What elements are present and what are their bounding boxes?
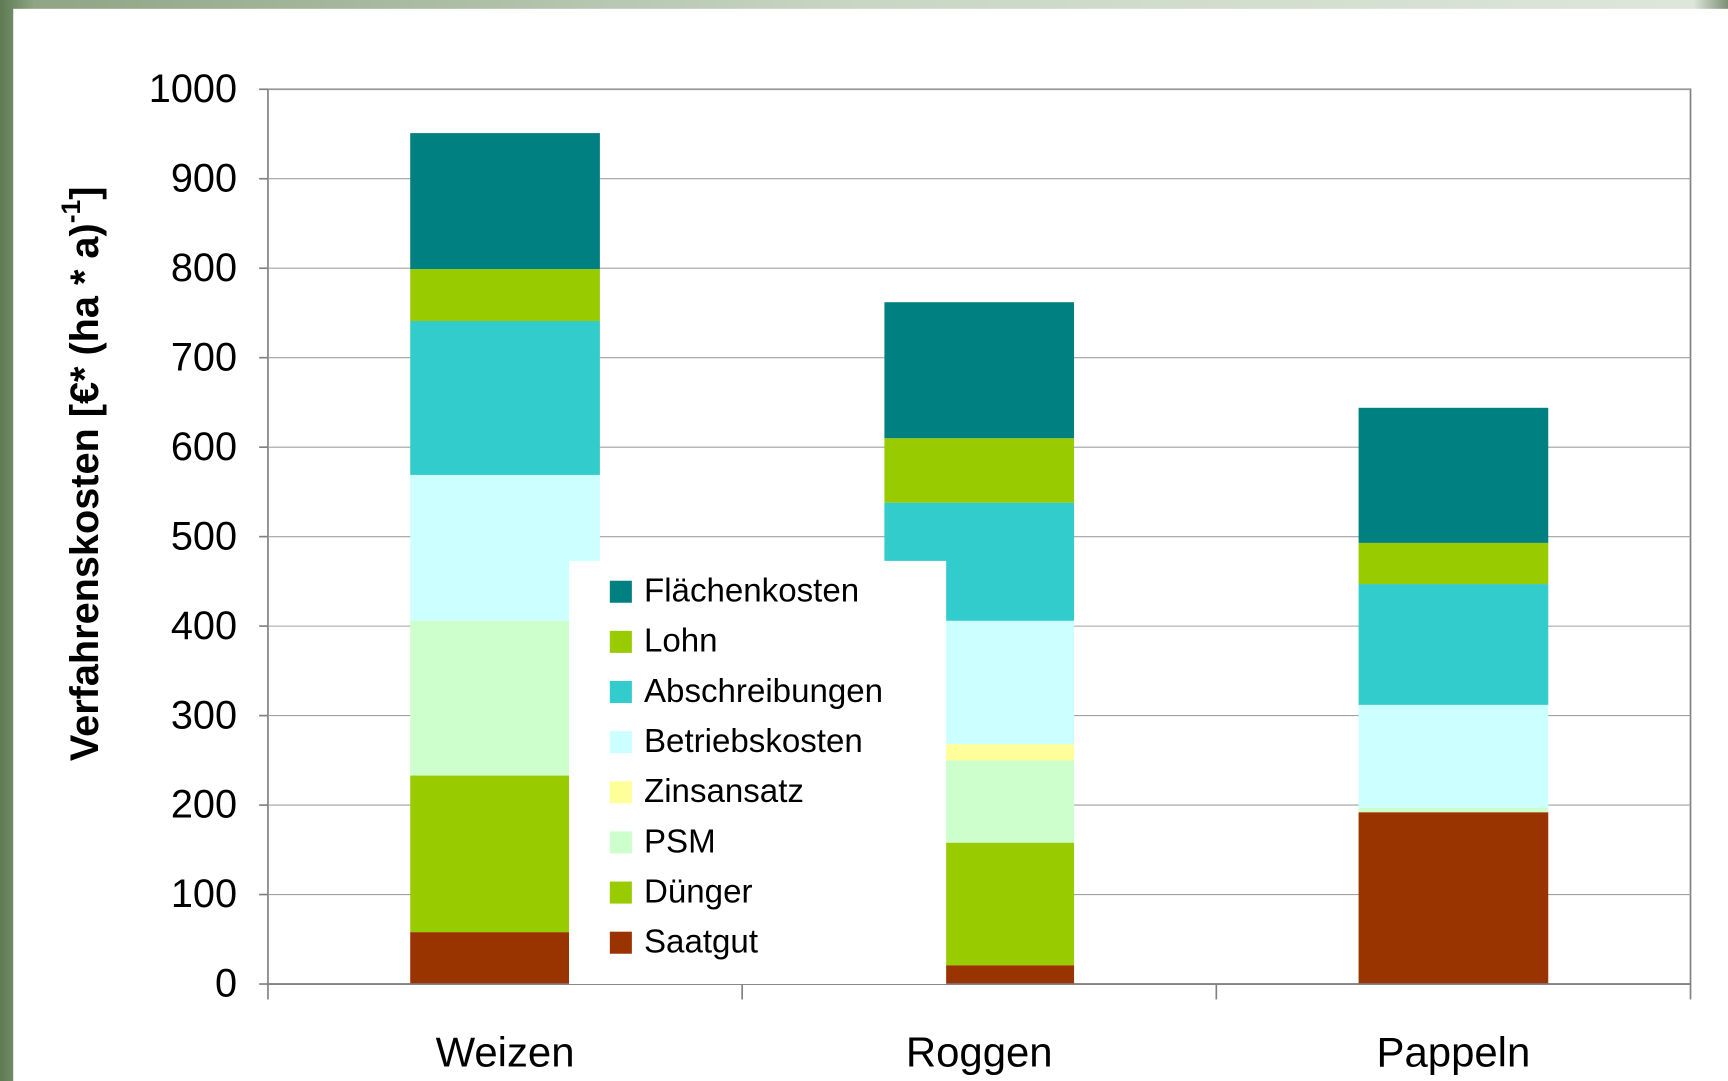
legend-label: PSM [644, 823, 716, 860]
bar-segment [884, 302, 1075, 439]
y-axis-label: Verfahrenskosten [€* (ha * a)-1] [56, 187, 108, 762]
y-tick-label: 0 [215, 962, 237, 1006]
bar-segment [410, 133, 600, 270]
y-tick-label: 600 [171, 425, 237, 469]
legend-swatch [609, 781, 632, 804]
y-label-end: ] [64, 187, 108, 200]
y-label-sup: -1 [56, 200, 86, 224]
bar-segment [410, 474, 600, 621]
y-label-main: Verfahrenskosten [€* (ha * a) [64, 223, 108, 761]
legend-swatch [609, 881, 632, 904]
legend-swatch [609, 630, 632, 653]
legend-swatch [609, 731, 632, 754]
bar-segment [410, 775, 600, 933]
legend-label: Dünger [644, 873, 752, 910]
legend-label: Lohn [644, 623, 718, 660]
x-tick-label: Weizen [436, 1029, 575, 1076]
y-tick-label: 500 [171, 514, 237, 558]
bar-segment [1358, 807, 1549, 813]
legend-swatch [609, 680, 632, 704]
bar-segment [1358, 704, 1549, 808]
y-tick-label: 700 [171, 335, 237, 379]
legend-label: Flächenkosten [644, 573, 859, 610]
y-tick-label: 1000 [149, 67, 237, 111]
legend-label: Abschreibungen [644, 673, 883, 710]
legend-swatch [609, 931, 632, 954]
legend-label: Betriebskosten [644, 723, 863, 760]
bar-segment [410, 932, 600, 985]
y-tick-label: 100 [171, 872, 237, 916]
bar-segment [410, 269, 600, 322]
bar-segment [410, 620, 600, 776]
legend-swatch [609, 580, 632, 603]
y-tick-label: 200 [171, 783, 237, 827]
y-tick-label: 400 [171, 604, 237, 648]
bar-segment [1358, 542, 1549, 585]
x-tick-label: Pappeln [1377, 1029, 1531, 1076]
bar-segment [884, 438, 1075, 503]
bar-segment [410, 321, 600, 475]
legend-label: Saatgut [644, 924, 758, 961]
bar-segment [1358, 584, 1549, 705]
legend-swatch [609, 831, 632, 854]
x-tick-label: Roggen [906, 1029, 1053, 1076]
bar-segment [1358, 407, 1549, 543]
y-tick-label: 900 [171, 156, 237, 200]
legend-label: Zinsansatz [644, 773, 804, 810]
y-tick-label: 800 [171, 246, 237, 290]
y-tick-label: 300 [171, 693, 237, 737]
bar-segment [1358, 812, 1549, 985]
